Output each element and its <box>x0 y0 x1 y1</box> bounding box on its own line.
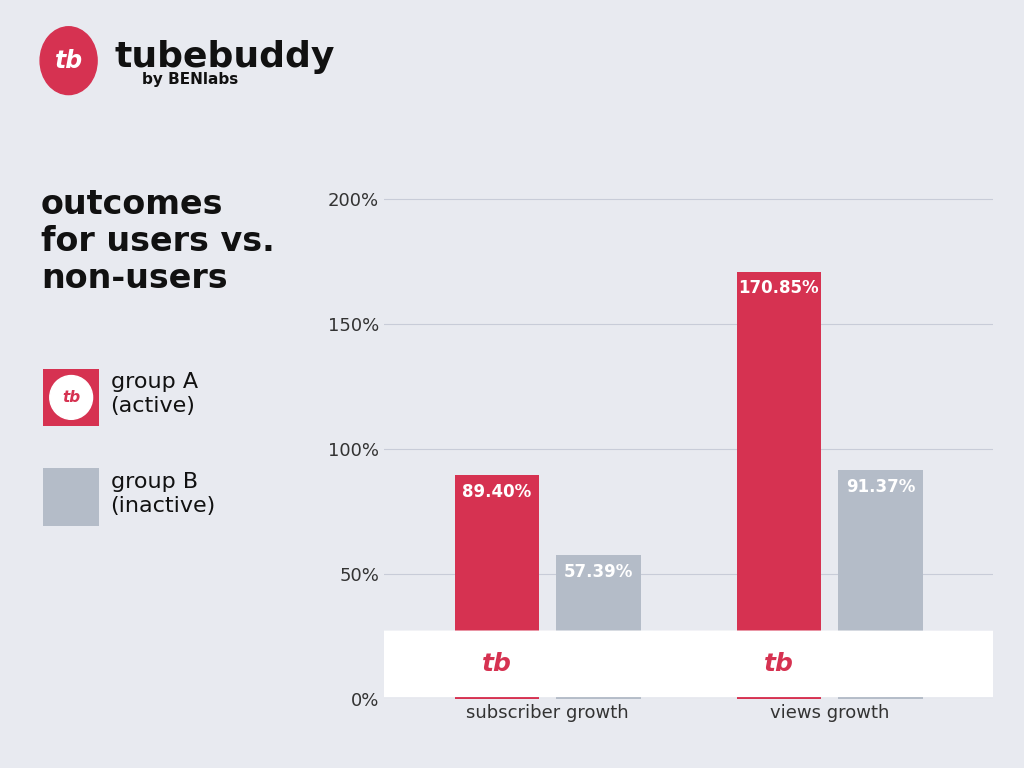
Text: tb: tb <box>482 652 512 676</box>
Circle shape <box>0 631 1024 697</box>
Text: tb: tb <box>764 652 794 676</box>
Text: group B
(inactive): group B (inactive) <box>111 472 216 516</box>
Bar <box>838 471 923 699</box>
Text: 91.37%: 91.37% <box>846 478 915 496</box>
Text: tubebuddy: tubebuddy <box>115 40 335 74</box>
Bar <box>736 272 821 699</box>
Bar <box>556 555 641 699</box>
Text: group A
(active): group A (active) <box>111 372 198 416</box>
Text: 170.85%: 170.85% <box>738 280 819 297</box>
Text: tb: tb <box>54 48 83 73</box>
Circle shape <box>0 631 1024 697</box>
Text: by BENlabs: by BENlabs <box>142 72 239 88</box>
Bar <box>455 475 540 699</box>
Text: 57.39%: 57.39% <box>563 563 633 581</box>
Text: 89.40%: 89.40% <box>462 483 531 501</box>
Circle shape <box>40 27 97 94</box>
Text: outcomes
for users vs.
non-users: outcomes for users vs. non-users <box>41 188 274 295</box>
Text: tb: tb <box>62 390 80 405</box>
Circle shape <box>50 376 92 419</box>
